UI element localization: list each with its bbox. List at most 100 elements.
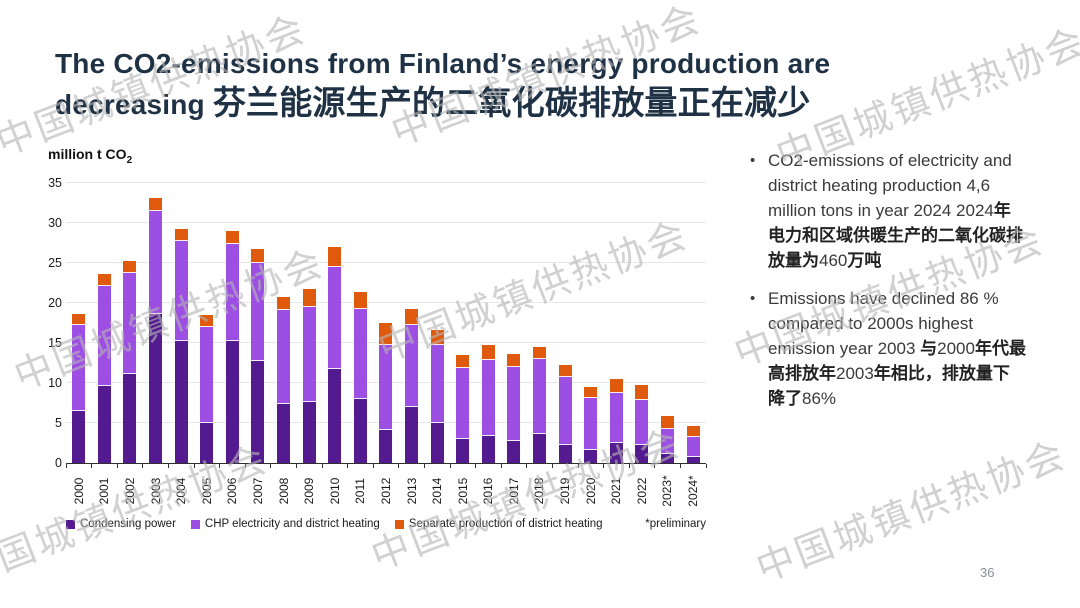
bar-column <box>501 183 527 463</box>
x-axis-tick <box>321 464 323 468</box>
bar-segment <box>277 310 291 404</box>
x-label-cell: 2023* <box>655 469 681 513</box>
x-axis-tick <box>500 464 502 468</box>
bar-column <box>399 183 425 463</box>
bar-segment <box>72 325 86 411</box>
stacked-bar-2005 <box>200 315 214 463</box>
co2-emissions-chart: million t CO2 0 5 10 15 20 25 30 35 2000 2001 200… <box>48 146 707 530</box>
bullet-segment: 万吨 <box>847 251 882 270</box>
bar-column <box>322 183 348 463</box>
bar-segment <box>328 267 342 369</box>
bar-column <box>680 183 706 463</box>
bar-segment <box>686 426 700 437</box>
stacked-bar-2012 <box>379 323 393 463</box>
bar-segment <box>328 368 342 463</box>
x-label-cell: 2001 <box>92 469 118 513</box>
stacked-bar-2013 <box>405 308 419 463</box>
x-label-cell: 2020 <box>578 469 604 513</box>
bar-segment <box>660 428 674 455</box>
bar-segment <box>609 379 623 393</box>
x-label-cell: 2016 <box>476 469 502 513</box>
bar-segment <box>97 286 111 387</box>
x-axis-tick-label: 2020 <box>583 477 598 505</box>
x-axis-tick-label: 2017 <box>506 477 521 505</box>
bar-column <box>168 183 194 463</box>
x-axis-tick-label: 2010 <box>327 477 342 505</box>
y-axis-tick-label: 20 <box>48 296 62 310</box>
x-axis-tick <box>167 464 169 468</box>
bar-segment <box>353 308 367 399</box>
bar-segment <box>97 386 111 463</box>
x-axis-tick <box>475 464 477 468</box>
bar-column <box>271 183 297 463</box>
gridline <box>66 182 706 183</box>
bar-segment <box>225 231 239 244</box>
bar-segment <box>609 443 623 463</box>
bar-column <box>296 183 322 463</box>
x-axis-tick <box>398 464 400 468</box>
x-axis-tick-label: 2015 <box>455 477 470 505</box>
bar-segment <box>584 387 598 399</box>
bar-segment <box>353 399 367 463</box>
bar-column <box>143 183 169 463</box>
bar-column <box>450 183 476 463</box>
bullet-dot-icon: • <box>750 290 756 307</box>
bullet-segment: 2000 <box>937 339 975 358</box>
y-axis-tick-label: 15 <box>48 336 62 350</box>
bullet-segment: 460 <box>819 251 848 270</box>
bar-segment <box>200 327 214 423</box>
x-label-cell: 2009 <box>296 469 322 513</box>
bar-segment <box>481 359 495 436</box>
x-axis-tick-label: 2002 <box>122 477 137 505</box>
legend-label: Separate production of district heating <box>408 518 603 530</box>
x-axis-tick-label: 2021 <box>609 477 624 505</box>
stacked-bar-2019 <box>558 365 572 463</box>
x-axis-tick-label: 2004 <box>174 477 189 505</box>
x-axis-tick-label: 2003 <box>148 477 163 505</box>
y-axis-tick-label: 30 <box>48 216 62 230</box>
bar-segment <box>302 402 316 463</box>
bullet-segment: 年电力和区域供暖生产的二氧化碳排放量为 <box>768 201 1023 270</box>
x-label-cell: 2008 <box>271 469 297 513</box>
bar-column <box>655 183 681 463</box>
watermark: 中国城镇供热协会 <box>750 433 1073 591</box>
page-title: The CO2-emissions from Finland’s energy … <box>55 44 915 124</box>
x-axis-tick <box>577 464 579 468</box>
bar-segment <box>686 436 700 457</box>
bar-segment <box>532 359 546 435</box>
x-axis-line <box>65 463 707 469</box>
bar-segment <box>200 423 214 463</box>
x-label-cell: 2002 <box>117 469 143 513</box>
x-label-cell: 2012 <box>373 469 399 513</box>
x-axis-tick <box>449 464 451 468</box>
x-axis-tick-label: 2013 <box>404 477 419 505</box>
bar-column <box>552 183 578 463</box>
bar-column <box>578 183 604 463</box>
bar-segment <box>430 330 444 345</box>
bar-segment <box>123 374 137 463</box>
bar-column <box>245 183 271 463</box>
bar-segment <box>149 211 163 315</box>
x-labels-row: 2000 2001 2002 2003 2004 2005 2006 2007 2008 2009… <box>66 469 706 513</box>
bar-segment <box>507 354 521 368</box>
bar-segment <box>302 289 316 308</box>
bar-segment <box>456 355 470 368</box>
legend-label: CHP electricity and district heating <box>204 518 380 530</box>
legend-label: Condensing power <box>80 518 176 530</box>
bar-column <box>194 183 220 463</box>
preliminary-footnote: *preliminary <box>645 518 706 530</box>
y-axis-tick-label: 10 <box>48 376 62 390</box>
bar-segment <box>251 360 265 463</box>
x-axis-tick <box>347 464 349 468</box>
bar-column <box>66 183 92 463</box>
stacked-bar-2017 <box>507 354 521 463</box>
stacked-bar-2021 <box>609 379 623 463</box>
bar-segment <box>405 308 419 326</box>
stacked-bar-2023* <box>660 415 674 463</box>
x-axis-tick <box>526 464 528 468</box>
x-axis-tick-label: 2008 <box>276 477 291 505</box>
x-label-cell: 2015 <box>450 469 476 513</box>
bar-column <box>117 183 143 463</box>
x-axis-tick <box>654 464 656 468</box>
x-axis-tick <box>91 464 93 468</box>
